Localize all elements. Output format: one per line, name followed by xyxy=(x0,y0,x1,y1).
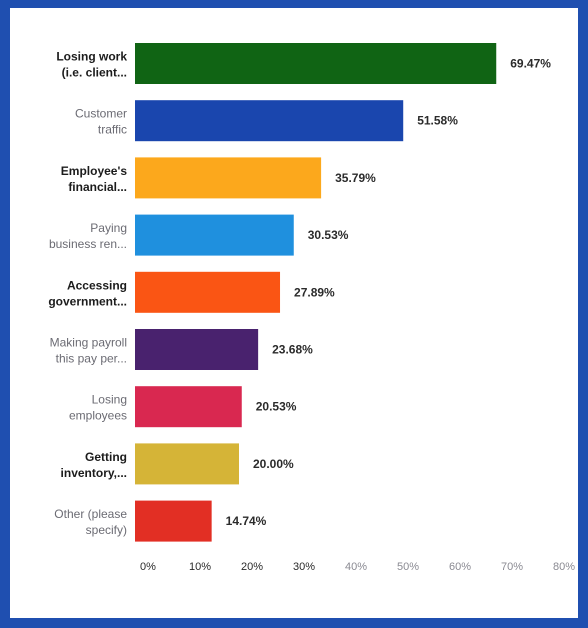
bar-value-label: 35.79% xyxy=(335,171,376,185)
x-tick-label: 0% xyxy=(140,561,156,573)
x-tick-label: 20% xyxy=(241,561,263,573)
x-tick-label: 50% xyxy=(397,561,419,573)
bar-value-label: 14.74% xyxy=(226,514,267,528)
category-label: Losing work (i.e. client... xyxy=(56,50,127,80)
bar xyxy=(135,500,212,542)
category-label: Customer traffic xyxy=(75,107,127,137)
x-tick-label: 30% xyxy=(293,561,315,573)
bar xyxy=(135,329,259,370)
bar-value-label: 23.68% xyxy=(272,343,313,357)
x-tick-label: 70% xyxy=(501,561,523,573)
bar xyxy=(135,100,404,142)
category-label: Other (please specify) xyxy=(54,507,127,537)
category-label: Accessing government... xyxy=(48,278,127,308)
x-tick-label: 60% xyxy=(449,561,471,573)
bar-value-label: 20.53% xyxy=(256,400,297,414)
bar-value-label: 69.47% xyxy=(510,57,551,71)
category-label: Paying business ren... xyxy=(49,221,127,251)
x-tick-label: 40% xyxy=(345,561,367,573)
bar xyxy=(135,214,294,256)
category-label: Getting inventory,... xyxy=(61,450,127,480)
bar xyxy=(135,443,239,485)
x-tick-label: 10% xyxy=(189,561,211,573)
bar xyxy=(135,157,322,199)
category-label: Losing employees xyxy=(69,393,127,423)
bar-value-label: 20.00% xyxy=(253,457,294,471)
bar xyxy=(135,43,497,84)
bar-value-label: 51.58% xyxy=(417,114,458,128)
bar xyxy=(135,386,242,428)
bar-value-label: 30.53% xyxy=(308,228,349,242)
x-tick-label: 80% xyxy=(553,561,575,573)
bar-value-label: 27.89% xyxy=(294,285,335,299)
category-label: Employee's financial... xyxy=(61,164,128,194)
category-label: Making payroll this pay per... xyxy=(50,336,127,366)
bar xyxy=(135,271,281,313)
